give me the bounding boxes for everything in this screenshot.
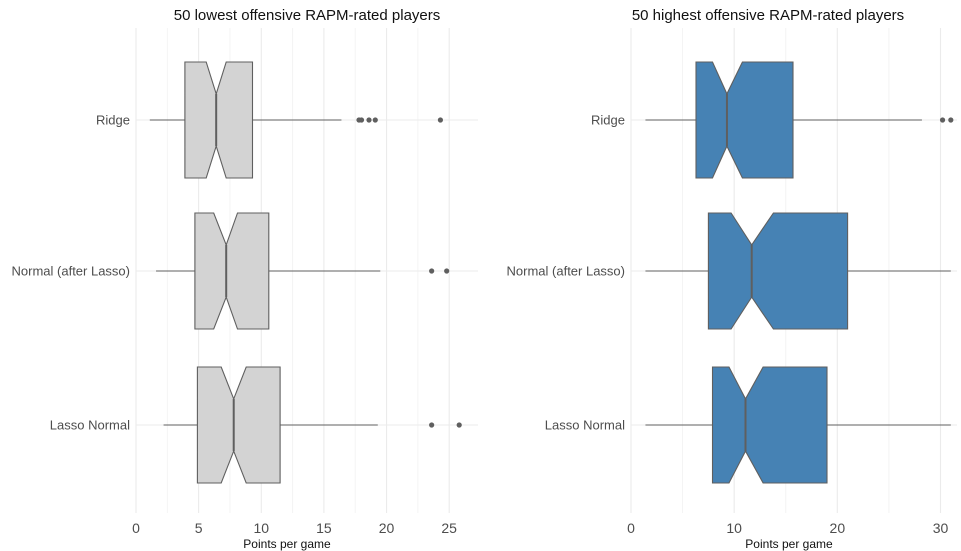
outlier-point <box>372 117 378 123</box>
y-tick-label: Ridge <box>96 113 130 128</box>
x-tick-label: 5 <box>195 520 203 536</box>
x-axis-title: Points per game <box>745 537 833 551</box>
outlier-point <box>429 268 435 274</box>
box-2 <box>645 366 951 484</box>
x-tick-label: 15 <box>316 520 332 536</box>
box-body <box>196 366 281 484</box>
box-0 <box>645 61 954 179</box>
x-tick-label: 0 <box>132 520 140 536</box>
outlier-point <box>437 117 444 123</box>
x-tick-label: 30 <box>933 520 949 536</box>
outlier-point <box>948 117 954 123</box>
box-1 <box>156 212 450 330</box>
y-tick-label: Normal (after Lasso) <box>12 264 130 279</box>
y-tick-label: Normal (after Lasso) <box>507 264 625 279</box>
outlier-point <box>358 117 365 123</box>
outlier-point <box>429 422 435 428</box>
x-tick-label: 10 <box>253 520 269 536</box>
box-body <box>695 61 794 179</box>
chart-title: 50 lowest offensive RAPM-rated players <box>174 7 441 24</box>
chart-panel-1: 50 lowest offensive RAPM-rated players Ri… <box>12 7 478 551</box>
box-1 <box>645 212 951 330</box>
outlier-point <box>939 117 946 123</box>
chart-panel-2: 50 highest offensive RAPM-rated players R… <box>507 7 957 551</box>
box-body <box>194 212 270 330</box>
chart-title: 50 highest offensive RAPM-rated players <box>632 7 904 24</box>
y-tick-label: Lasso Normal <box>50 418 130 433</box>
box-body <box>707 212 849 330</box>
outlier-point <box>456 422 462 428</box>
box-body <box>184 61 254 179</box>
y-tick-label: Lasso Normal <box>545 418 625 433</box>
x-tick-label: 20 <box>830 520 846 536</box>
x-tick-label: 0 <box>627 520 635 536</box>
x-tick-label: 10 <box>726 520 742 536</box>
x-tick-label: 20 <box>379 520 395 536</box>
x-tick-label: 25 <box>441 520 457 536</box>
outlier-point <box>444 268 450 274</box>
outlier-point <box>366 117 372 123</box>
box-0 <box>149 61 444 179</box>
box-body <box>711 366 828 484</box>
box-2 <box>163 366 462 484</box>
x-axis-title: Points per game <box>243 537 331 551</box>
y-tick-label: Ridge <box>591 113 625 128</box>
